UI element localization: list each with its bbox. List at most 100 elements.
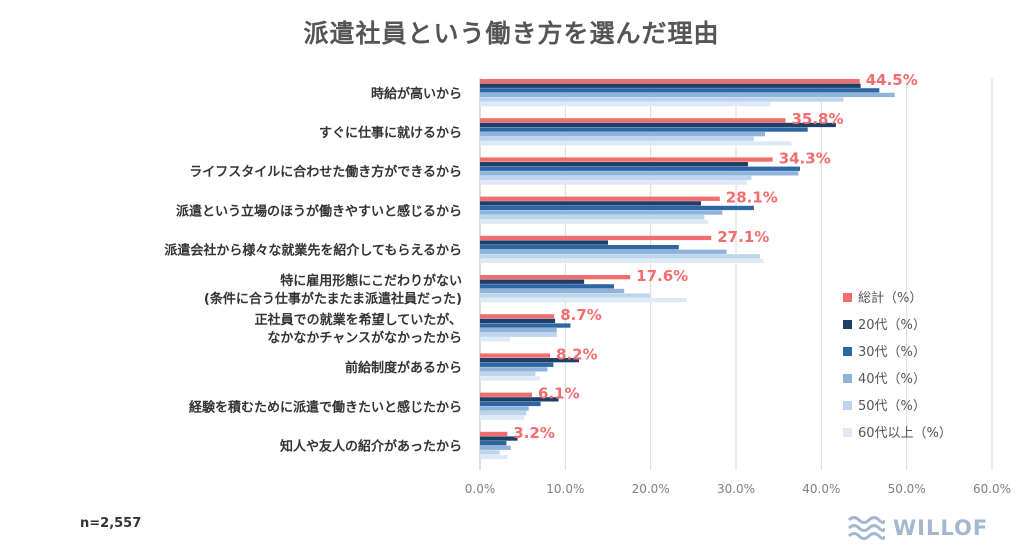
data-label: 17.6% xyxy=(636,267,688,285)
bar-0 xyxy=(480,157,773,162)
data-label: 27.1% xyxy=(717,228,769,246)
category-label: 正社員での就業を希望していたが、なかなかチャンスがなかったから xyxy=(255,312,462,346)
legend-swatch xyxy=(843,293,852,302)
bar-2 xyxy=(480,205,754,211)
category-label: 経験を積むために派遣で働きたいと感じたから xyxy=(189,399,462,415)
bar-3 xyxy=(480,406,529,411)
legend-label: 50代（%） xyxy=(858,399,926,414)
bar-5 xyxy=(480,298,687,303)
bar-5 xyxy=(480,219,708,224)
category-label: 派遣会社から様々な就業先を紹介してもらえるから xyxy=(164,243,462,259)
bar-4 xyxy=(480,175,752,181)
legend-swatch xyxy=(843,428,852,437)
bar-1 xyxy=(480,318,556,324)
category-label: 知人や友人の紹介があったから xyxy=(280,439,462,455)
bar-4 xyxy=(480,332,557,337)
x-tick-label: 60.0% xyxy=(973,482,1011,496)
category-label-line: 正社員での就業を希望していたが、 xyxy=(255,312,462,328)
bar-3 xyxy=(480,367,548,372)
data-label: 3.2% xyxy=(513,424,555,442)
bar-2 xyxy=(480,323,571,328)
x-tick-label: 30.0% xyxy=(717,482,755,496)
bar-1 xyxy=(480,83,861,88)
bar-0 xyxy=(480,118,786,123)
bar-3 xyxy=(480,210,723,215)
bar-1 xyxy=(480,162,748,167)
data-label: 35.8% xyxy=(791,110,843,128)
legend-swatch xyxy=(843,320,852,329)
x-tick-label: 40.0% xyxy=(802,482,840,496)
bar-4 xyxy=(480,450,500,455)
data-label: 6.1% xyxy=(538,385,580,403)
brand-name: WILLOF xyxy=(893,516,989,540)
sample-size-note: n=2,557 xyxy=(80,516,142,531)
bar-5 xyxy=(480,337,510,342)
bar-5 xyxy=(480,376,540,381)
bar-3 xyxy=(480,132,766,137)
bar-1 xyxy=(480,358,579,363)
brand-logo: WILLOF xyxy=(847,512,988,544)
category-label-line: なかなかチャンスがなかったから xyxy=(267,330,462,346)
bar-5 xyxy=(480,258,764,264)
bar-2 xyxy=(480,441,507,446)
bar-0 xyxy=(480,275,631,280)
category-label: 前給制度があるから xyxy=(345,360,462,376)
legend-label: 総計（%） xyxy=(858,290,922,306)
legend-label: 30代（%） xyxy=(858,345,926,360)
bar-5 xyxy=(480,102,771,107)
bar-1 xyxy=(480,201,702,206)
bar-2 xyxy=(480,401,541,407)
data-label: 8.7% xyxy=(560,306,602,324)
bar-1 xyxy=(480,436,518,441)
category-label-line: (条件に合う仕事がたまたま派遣社員だった) xyxy=(204,291,462,307)
bar-4 xyxy=(480,411,527,416)
bar-2 xyxy=(480,362,554,367)
x-tick-label: 50.0% xyxy=(888,482,926,496)
bar-2 xyxy=(480,245,679,250)
bar-3 xyxy=(480,249,727,254)
bar-3 xyxy=(480,445,511,450)
bar-4 xyxy=(480,97,844,102)
legend-swatch xyxy=(843,347,852,356)
bar-2 xyxy=(480,127,808,132)
bar-2 xyxy=(480,284,614,289)
bar-1 xyxy=(480,240,608,245)
bar-4 xyxy=(480,136,754,141)
x-tick-label: 10.0% xyxy=(546,482,584,496)
x-tick-label: 20.0% xyxy=(632,482,670,496)
legend-swatch xyxy=(843,374,852,383)
bar-5 xyxy=(480,454,508,460)
bar-0 xyxy=(480,79,860,84)
legend-label: 60代以上（%） xyxy=(858,426,952,441)
bar-3 xyxy=(480,92,895,98)
bar-2 xyxy=(480,88,880,93)
bar-0 xyxy=(480,431,508,437)
category-label: ライフスタイルに合わせた働き方ができるから xyxy=(189,164,462,180)
bar-5 xyxy=(480,415,525,420)
x-tick-label: 0.0% xyxy=(465,482,496,496)
bar-0 xyxy=(480,314,555,319)
bar-4 xyxy=(480,215,705,220)
data-label: 28.1% xyxy=(726,189,778,207)
bar-2 xyxy=(480,166,800,171)
bar-0 xyxy=(480,196,720,201)
bar-0 xyxy=(480,392,533,397)
bar-4 xyxy=(480,254,760,259)
bar-1 xyxy=(480,279,585,284)
wave-icon xyxy=(847,516,885,540)
bar-5 xyxy=(480,180,748,185)
category-label: すぐに仕事に就けるから xyxy=(319,125,462,141)
bar-0 xyxy=(480,235,712,241)
legend-swatch xyxy=(843,401,852,410)
bar-1 xyxy=(480,397,559,402)
category-label-line: 特に雇用形態にこだわりがない xyxy=(280,273,462,289)
chart-title: 派遣社員という働き方を選んだ理由 xyxy=(303,19,720,48)
bar-0 xyxy=(480,353,550,358)
bar-5 xyxy=(480,141,792,146)
category-label: 特に雇用形態にこだわりがない (条件に合う仕事がたまたま派遣社員だった) xyxy=(204,273,462,307)
category-label: 派遣という立場のほうが働きやすいと感じるから xyxy=(176,203,462,219)
bar-3 xyxy=(480,171,799,176)
data-label: 8.2% xyxy=(556,345,598,363)
category-label: 時給が高いから xyxy=(371,86,462,102)
